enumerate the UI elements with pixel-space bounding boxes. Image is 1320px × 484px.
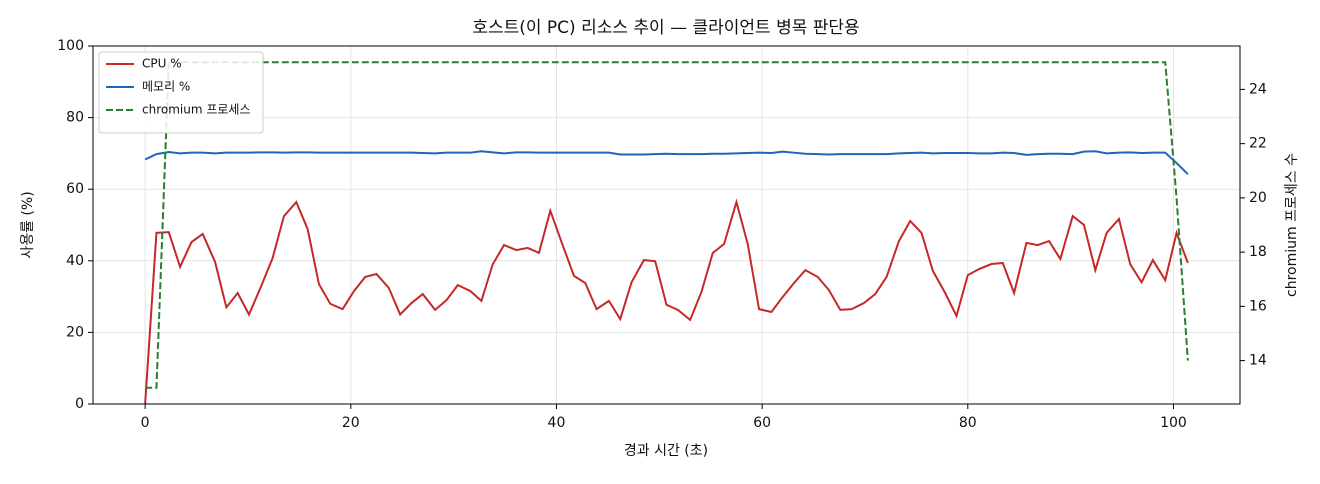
x-tick-label: 0 bbox=[141, 415, 150, 431]
plot-frame bbox=[92, 45, 1241, 405]
x-tick-label: 100 bbox=[1160, 415, 1187, 431]
series-line bbox=[144, 198, 1189, 404]
y-axis-label: 사용률 (%) bbox=[20, 191, 36, 258]
x-tick-label: 20 bbox=[342, 415, 360, 431]
y2-tick-label: 18 bbox=[1249, 244, 1267, 260]
y2-axis-label: chromium 프로세스 수 bbox=[1284, 153, 1300, 297]
y2-tick-label: 20 bbox=[1249, 190, 1267, 206]
series-line bbox=[144, 150, 1189, 175]
x-tick-label: 60 bbox=[753, 415, 771, 431]
y-tick-label: 80 bbox=[66, 110, 84, 126]
legend-label: chromium 프로세스 bbox=[142, 103, 251, 117]
y2-tick-label: 22 bbox=[1249, 136, 1267, 152]
series-line bbox=[145, 61, 1189, 389]
y-tick-label: 20 bbox=[66, 324, 84, 340]
y-tick-label: 0 bbox=[75, 396, 84, 412]
y-tick-label: 100 bbox=[57, 38, 84, 54]
legend-label: 메모리 % bbox=[142, 80, 190, 94]
y-tick-label: 40 bbox=[66, 253, 84, 269]
x-axis-label: 경과 시간 (초) bbox=[624, 443, 708, 459]
x-tick-label: 80 bbox=[959, 415, 977, 431]
legend-box bbox=[98, 51, 264, 134]
y2-tick-label: 14 bbox=[1249, 353, 1267, 369]
legend-label: CPU % bbox=[142, 57, 182, 71]
x-tick-label: 40 bbox=[548, 415, 566, 431]
y-tick-label: 60 bbox=[66, 181, 84, 197]
y2-tick-label: 16 bbox=[1249, 298, 1267, 314]
y2-tick-label: 24 bbox=[1249, 81, 1267, 97]
chart-title: 호스트(이 PC) 리소스 추이 — 클라이언트 병목 판단용 bbox=[472, 18, 859, 38]
